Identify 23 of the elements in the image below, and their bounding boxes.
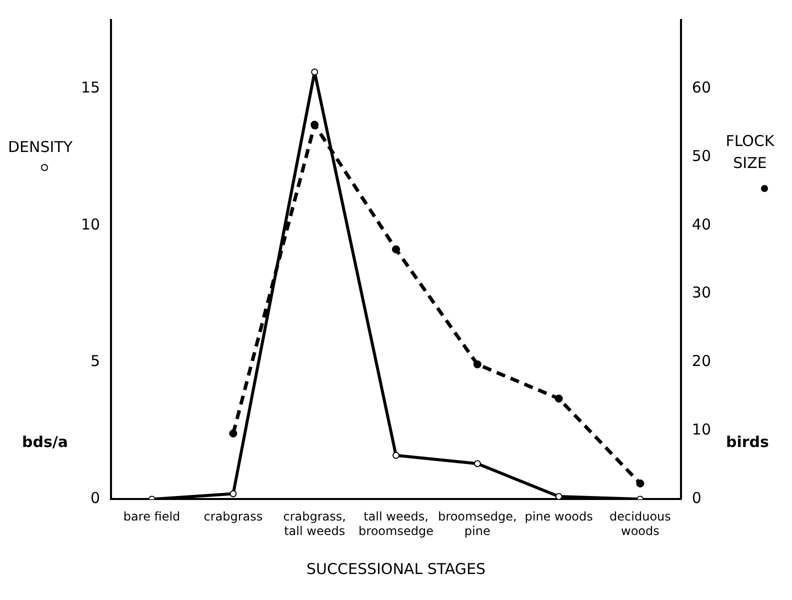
y2-tick-label: 10 xyxy=(692,420,712,439)
y-tick-label: 10 xyxy=(80,215,100,234)
x-tick-label: bare field xyxy=(123,510,180,524)
y2-tick-label: 40 xyxy=(692,215,712,234)
x-tick-label: crabgrass xyxy=(204,510,263,524)
x-tick-label: broomsedge, pine xyxy=(438,510,517,538)
x-tick-label: tall weeds, broomsedge xyxy=(358,510,434,538)
x-tick-label: crabgrass, tall weeds xyxy=(283,510,346,538)
x-tick-label: pine woods xyxy=(524,510,593,524)
text: birds xyxy=(726,433,769,451)
y2-tick-label: 30 xyxy=(692,284,712,302)
y2-tick-label: 0 xyxy=(692,489,702,508)
y-axis-title: DENSITY xyxy=(8,138,73,156)
y-tick-label: 0 xyxy=(90,489,100,508)
y2-axis-title: FLOCK SIZE xyxy=(724,131,776,174)
y-tick-label: 15 xyxy=(80,78,100,96)
y2-tick-label: 20 xyxy=(692,352,712,370)
x-axis-title: SUCCESSIONAL STAGES xyxy=(306,560,486,578)
y2-tick-label: 60 xyxy=(692,78,712,96)
y2-tick-label: 50 xyxy=(692,146,712,165)
y-tick-label: 5 xyxy=(90,352,100,370)
text: bds/a xyxy=(22,433,68,451)
x-tick-label: deciduous woods xyxy=(610,510,671,538)
